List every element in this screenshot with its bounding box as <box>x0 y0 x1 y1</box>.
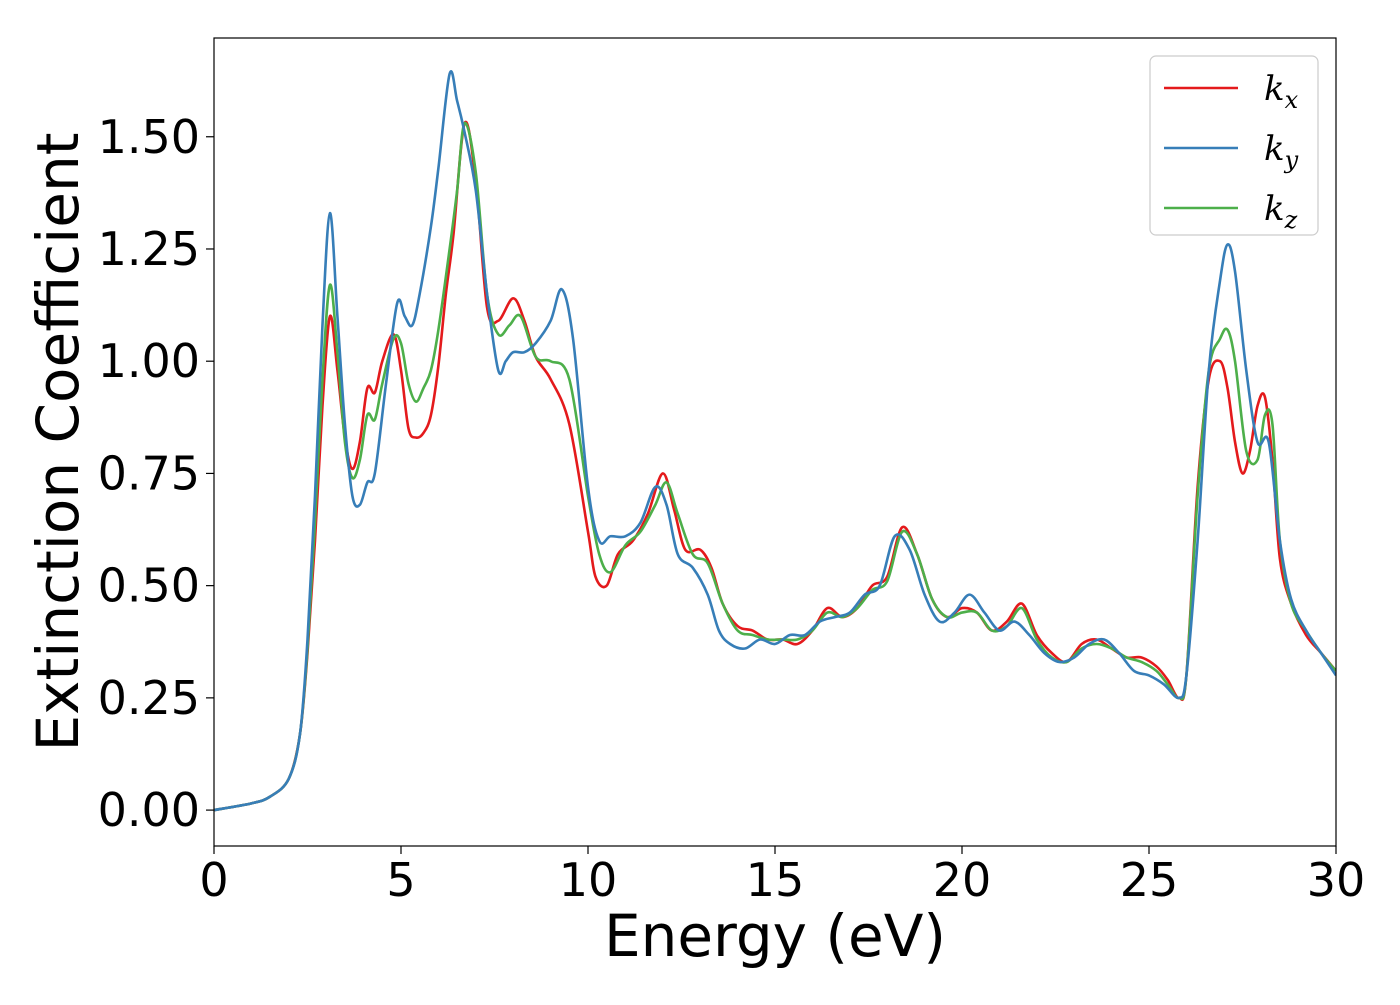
x-axis: 0 5 10 15 20 25 30 <box>199 846 1365 907</box>
legend-label-z: kz <box>1264 189 1298 234</box>
y-axis: 0.00 0.25 0.50 0.75 1.00 1.25 1.50 <box>98 110 214 837</box>
x-tick-label: 20 <box>933 853 992 907</box>
legend-box <box>1149 55 1319 236</box>
legend: kx ky kz <box>1149 55 1319 236</box>
legend-label-y: ky <box>1264 129 1299 174</box>
x-tick-label: 10 <box>559 853 618 907</box>
legend-label-x: kx <box>1264 69 1299 114</box>
x-tick-label: 25 <box>1120 853 1179 907</box>
series-line-y <box>214 70 1336 812</box>
y-tick-label: 1.00 <box>98 334 200 388</box>
y-tick-label: 1.50 <box>98 110 200 164</box>
y-tick-label: 0.50 <box>98 559 200 613</box>
y-tick-label: 1.25 <box>98 222 200 276</box>
x-tick-label: 0 <box>199 853 228 907</box>
x-tick-label: 15 <box>746 853 805 907</box>
series-layer <box>214 70 1336 812</box>
y-tick-label: 0.00 <box>98 783 200 837</box>
x-tick-label: 30 <box>1307 853 1366 907</box>
x-tick-label: 5 <box>386 853 415 907</box>
y-axis-title: Extinction Coefficient <box>24 133 92 752</box>
y-tick-label: 0.75 <box>98 446 200 500</box>
y-tick-label: 0.25 <box>98 671 200 725</box>
x-axis-title: Energy (eV) <box>604 902 946 970</box>
